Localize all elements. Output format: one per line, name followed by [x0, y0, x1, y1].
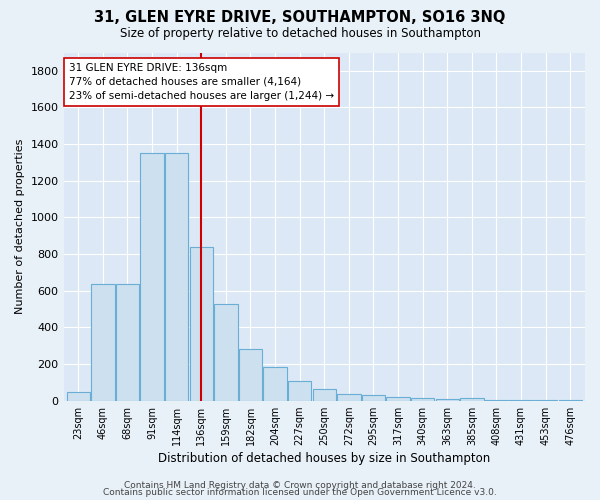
X-axis label: Distribution of detached houses by size in Southampton: Distribution of detached houses by size …	[158, 452, 490, 465]
Bar	[91, 284, 115, 401]
Text: Contains public sector information licensed under the Open Government Licence v3: Contains public sector information licen…	[103, 488, 497, 497]
Bar	[140, 154, 164, 400]
Bar	[337, 394, 361, 400]
Text: Size of property relative to detached houses in Southampton: Size of property relative to detached ho…	[119, 28, 481, 40]
Bar	[411, 398, 434, 400]
Bar	[460, 398, 484, 400]
Bar	[362, 395, 385, 400]
Bar	[190, 247, 213, 400]
Bar	[436, 399, 459, 400]
Bar	[67, 392, 90, 400]
Text: Contains HM Land Registry data © Crown copyright and database right 2024.: Contains HM Land Registry data © Crown c…	[124, 480, 476, 490]
Bar	[386, 397, 410, 400]
Bar	[116, 284, 139, 401]
Bar	[288, 382, 311, 400]
Bar	[239, 350, 262, 401]
Text: 31, GLEN EYRE DRIVE, SOUTHAMPTON, SO16 3NQ: 31, GLEN EYRE DRIVE, SOUTHAMPTON, SO16 3…	[94, 10, 506, 25]
Bar	[165, 154, 188, 400]
Bar	[214, 304, 238, 400]
Bar	[263, 367, 287, 400]
Text: 31 GLEN EYRE DRIVE: 136sqm
77% of detached houses are smaller (4,164)
23% of sem: 31 GLEN EYRE DRIVE: 136sqm 77% of detach…	[69, 63, 334, 101]
Bar	[313, 389, 336, 400]
Y-axis label: Number of detached properties: Number of detached properties	[15, 139, 25, 314]
